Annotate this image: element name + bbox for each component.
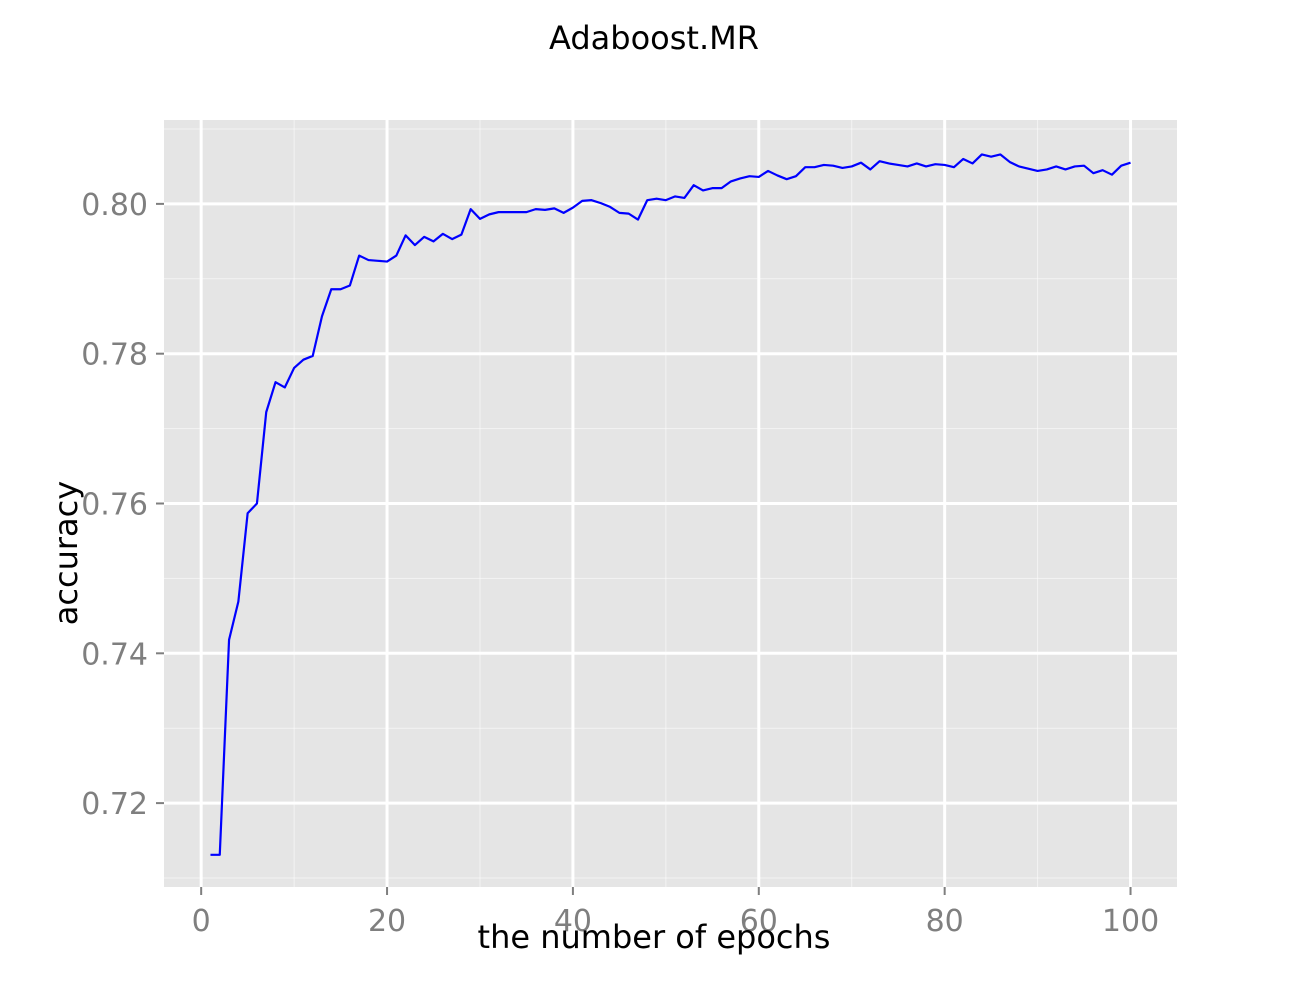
y-tick-label: 0.80 bbox=[81, 188, 148, 223]
y-tick-label: 0.74 bbox=[81, 637, 148, 672]
major-gridlines bbox=[164, 120, 1177, 887]
chart-title: Adaboost.MR bbox=[549, 19, 759, 57]
y-axis-label: accuracy bbox=[47, 481, 85, 625]
x-axis: 0 20 40 60 80 100 bbox=[192, 887, 1159, 939]
y-tick-label: 0.78 bbox=[81, 338, 148, 373]
x-tick-label: 100 bbox=[1102, 904, 1159, 939]
y-tick-label: 0.76 bbox=[81, 488, 148, 523]
x-tick-label: 60 bbox=[740, 904, 778, 939]
y-tick-label: 0.72 bbox=[81, 787, 148, 822]
y-axis: 0.72 0.74 0.76 0.78 0.80 bbox=[81, 188, 164, 822]
x-axis-label: the number of epochs bbox=[478, 918, 831, 956]
x-tick-label: 0 bbox=[192, 904, 211, 939]
series-layer bbox=[210, 153, 1131, 856]
x-tick-label: 80 bbox=[926, 904, 964, 939]
x-tick-label: 20 bbox=[368, 904, 406, 939]
series-line-0 bbox=[210, 153, 1131, 856]
x-tick-label: 40 bbox=[554, 904, 592, 939]
